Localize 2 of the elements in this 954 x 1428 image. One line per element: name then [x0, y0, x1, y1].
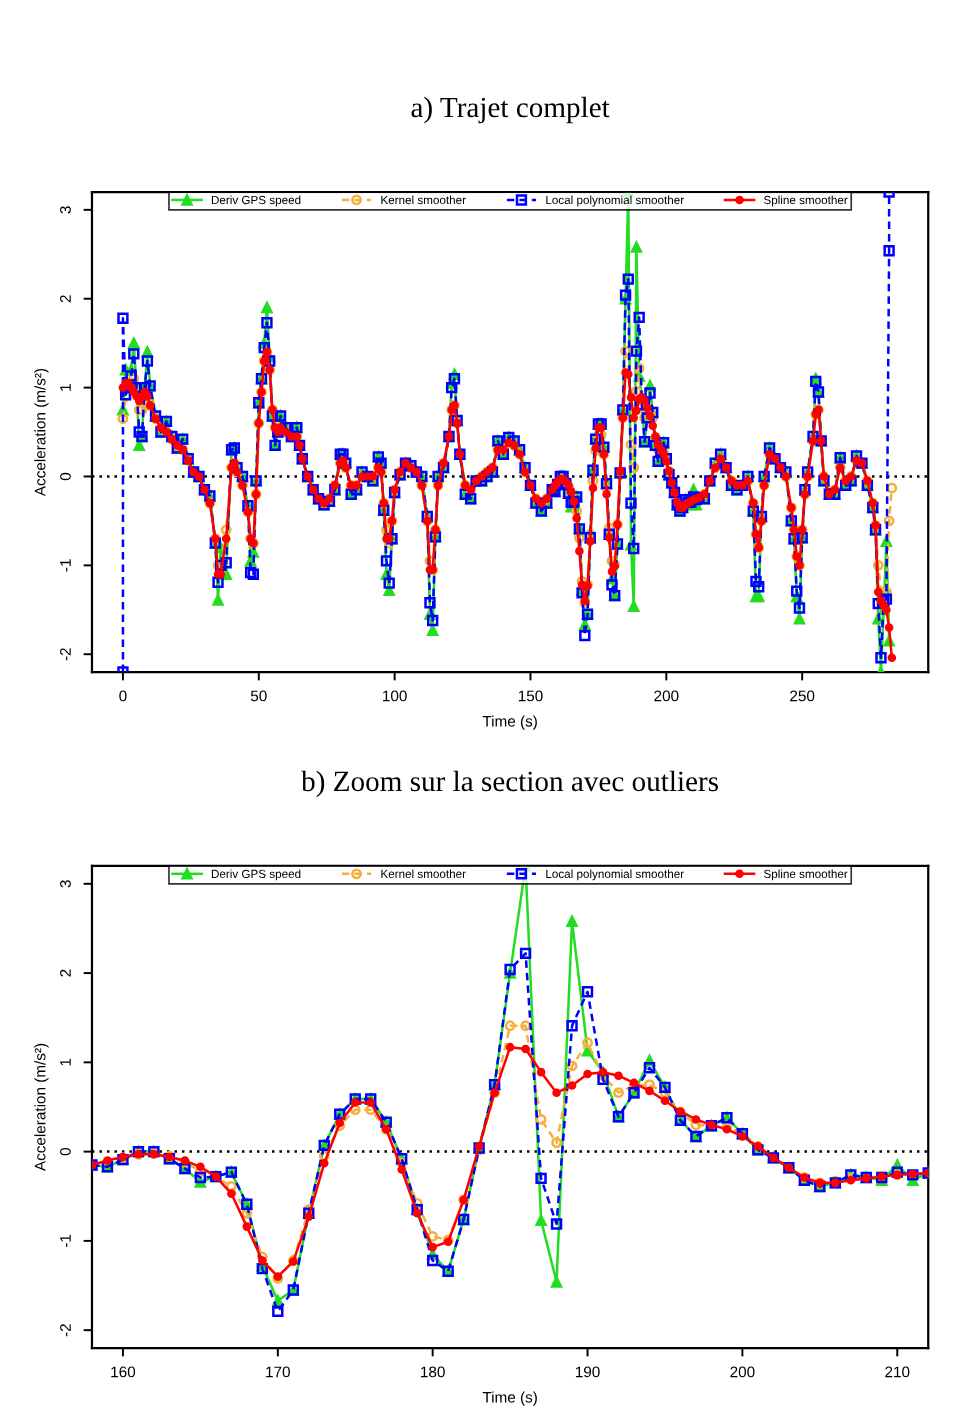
chart-title: b) Zoom sur la section avec outliers — [301, 770, 719, 798]
chart-title: a) Trajet complet — [411, 96, 610, 124]
